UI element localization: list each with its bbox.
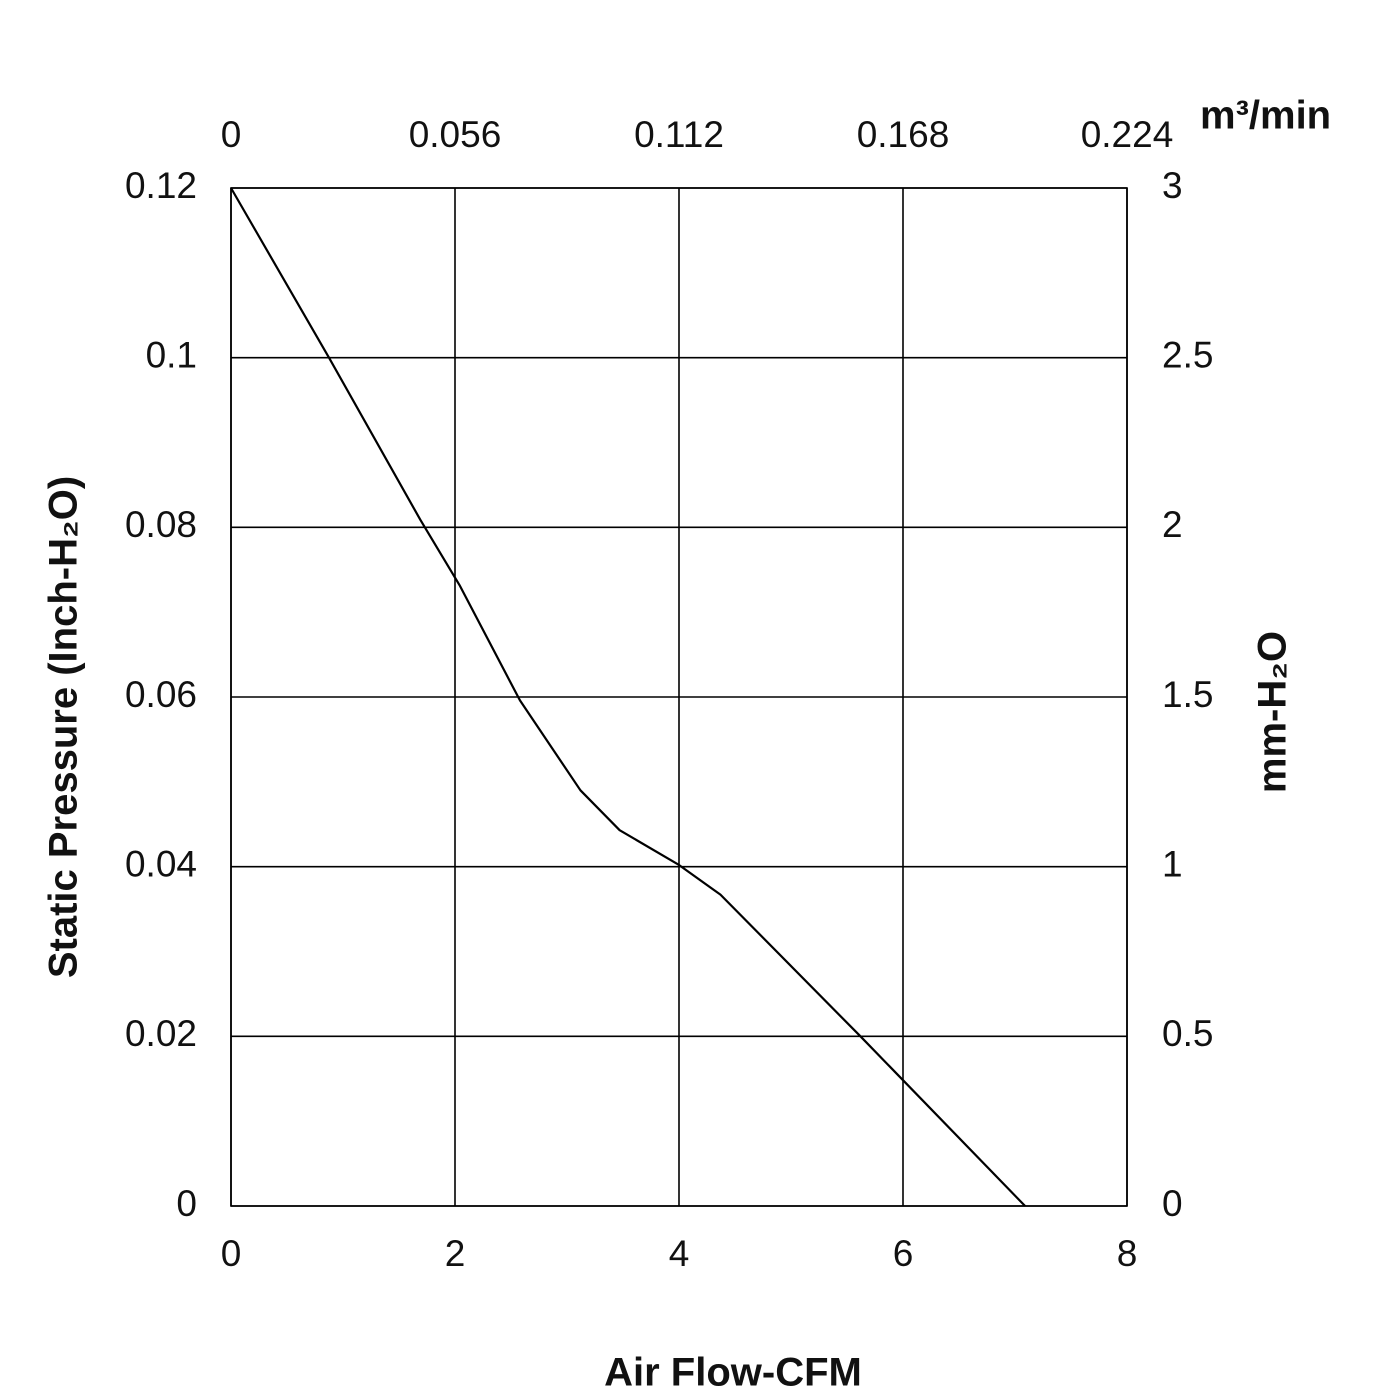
y-tick-label: 0.06: [125, 674, 197, 715]
y2-tick-label: 1: [1162, 843, 1183, 884]
x-tick-label: 6: [893, 1233, 914, 1274]
y-tick-label: 0.1: [146, 334, 197, 375]
x2-tick-label: 0: [221, 114, 242, 155]
y-tick-label: 0.04: [125, 843, 197, 884]
y2-tick-label: 2.5: [1162, 334, 1213, 375]
x2-axis-label: m³/min: [1200, 94, 1331, 138]
y-tick-label: 0.12: [125, 165, 197, 206]
x-tick-label: 4: [669, 1233, 690, 1274]
x2-tick-label: 0.112: [634, 114, 724, 155]
x2-tick-label: 0.224: [1081, 114, 1174, 155]
y-tick-label: 0.02: [125, 1013, 197, 1054]
x2-tick-label: 0.056: [409, 114, 502, 155]
y-tick-label: 0: [176, 1183, 197, 1224]
y2-tick-label: 3: [1162, 165, 1183, 206]
y2-tick-label: 0.5: [1162, 1013, 1213, 1054]
y-tick-label: 0.08: [125, 504, 197, 545]
y2-tick-label: 0: [1162, 1183, 1183, 1224]
x-tick-label: 0: [221, 1233, 242, 1274]
y2-tick-label: 2: [1162, 504, 1183, 545]
x2-tick-label: 0.168: [857, 114, 950, 155]
curve: [230, 187, 1026, 1207]
y2-axis-label: mm-H₂O: [1251, 631, 1295, 793]
y-axis-label: Static Pressure (Inch-H₂O): [42, 476, 86, 978]
plot-frame: [230, 187, 1128, 1207]
x-tick-label: 2: [445, 1233, 466, 1274]
y2-tick-label: 1.5: [1162, 674, 1213, 715]
x-axis-label: Air Flow-CFM: [604, 1351, 862, 1395]
x-tick-label: 8: [1117, 1233, 1138, 1274]
